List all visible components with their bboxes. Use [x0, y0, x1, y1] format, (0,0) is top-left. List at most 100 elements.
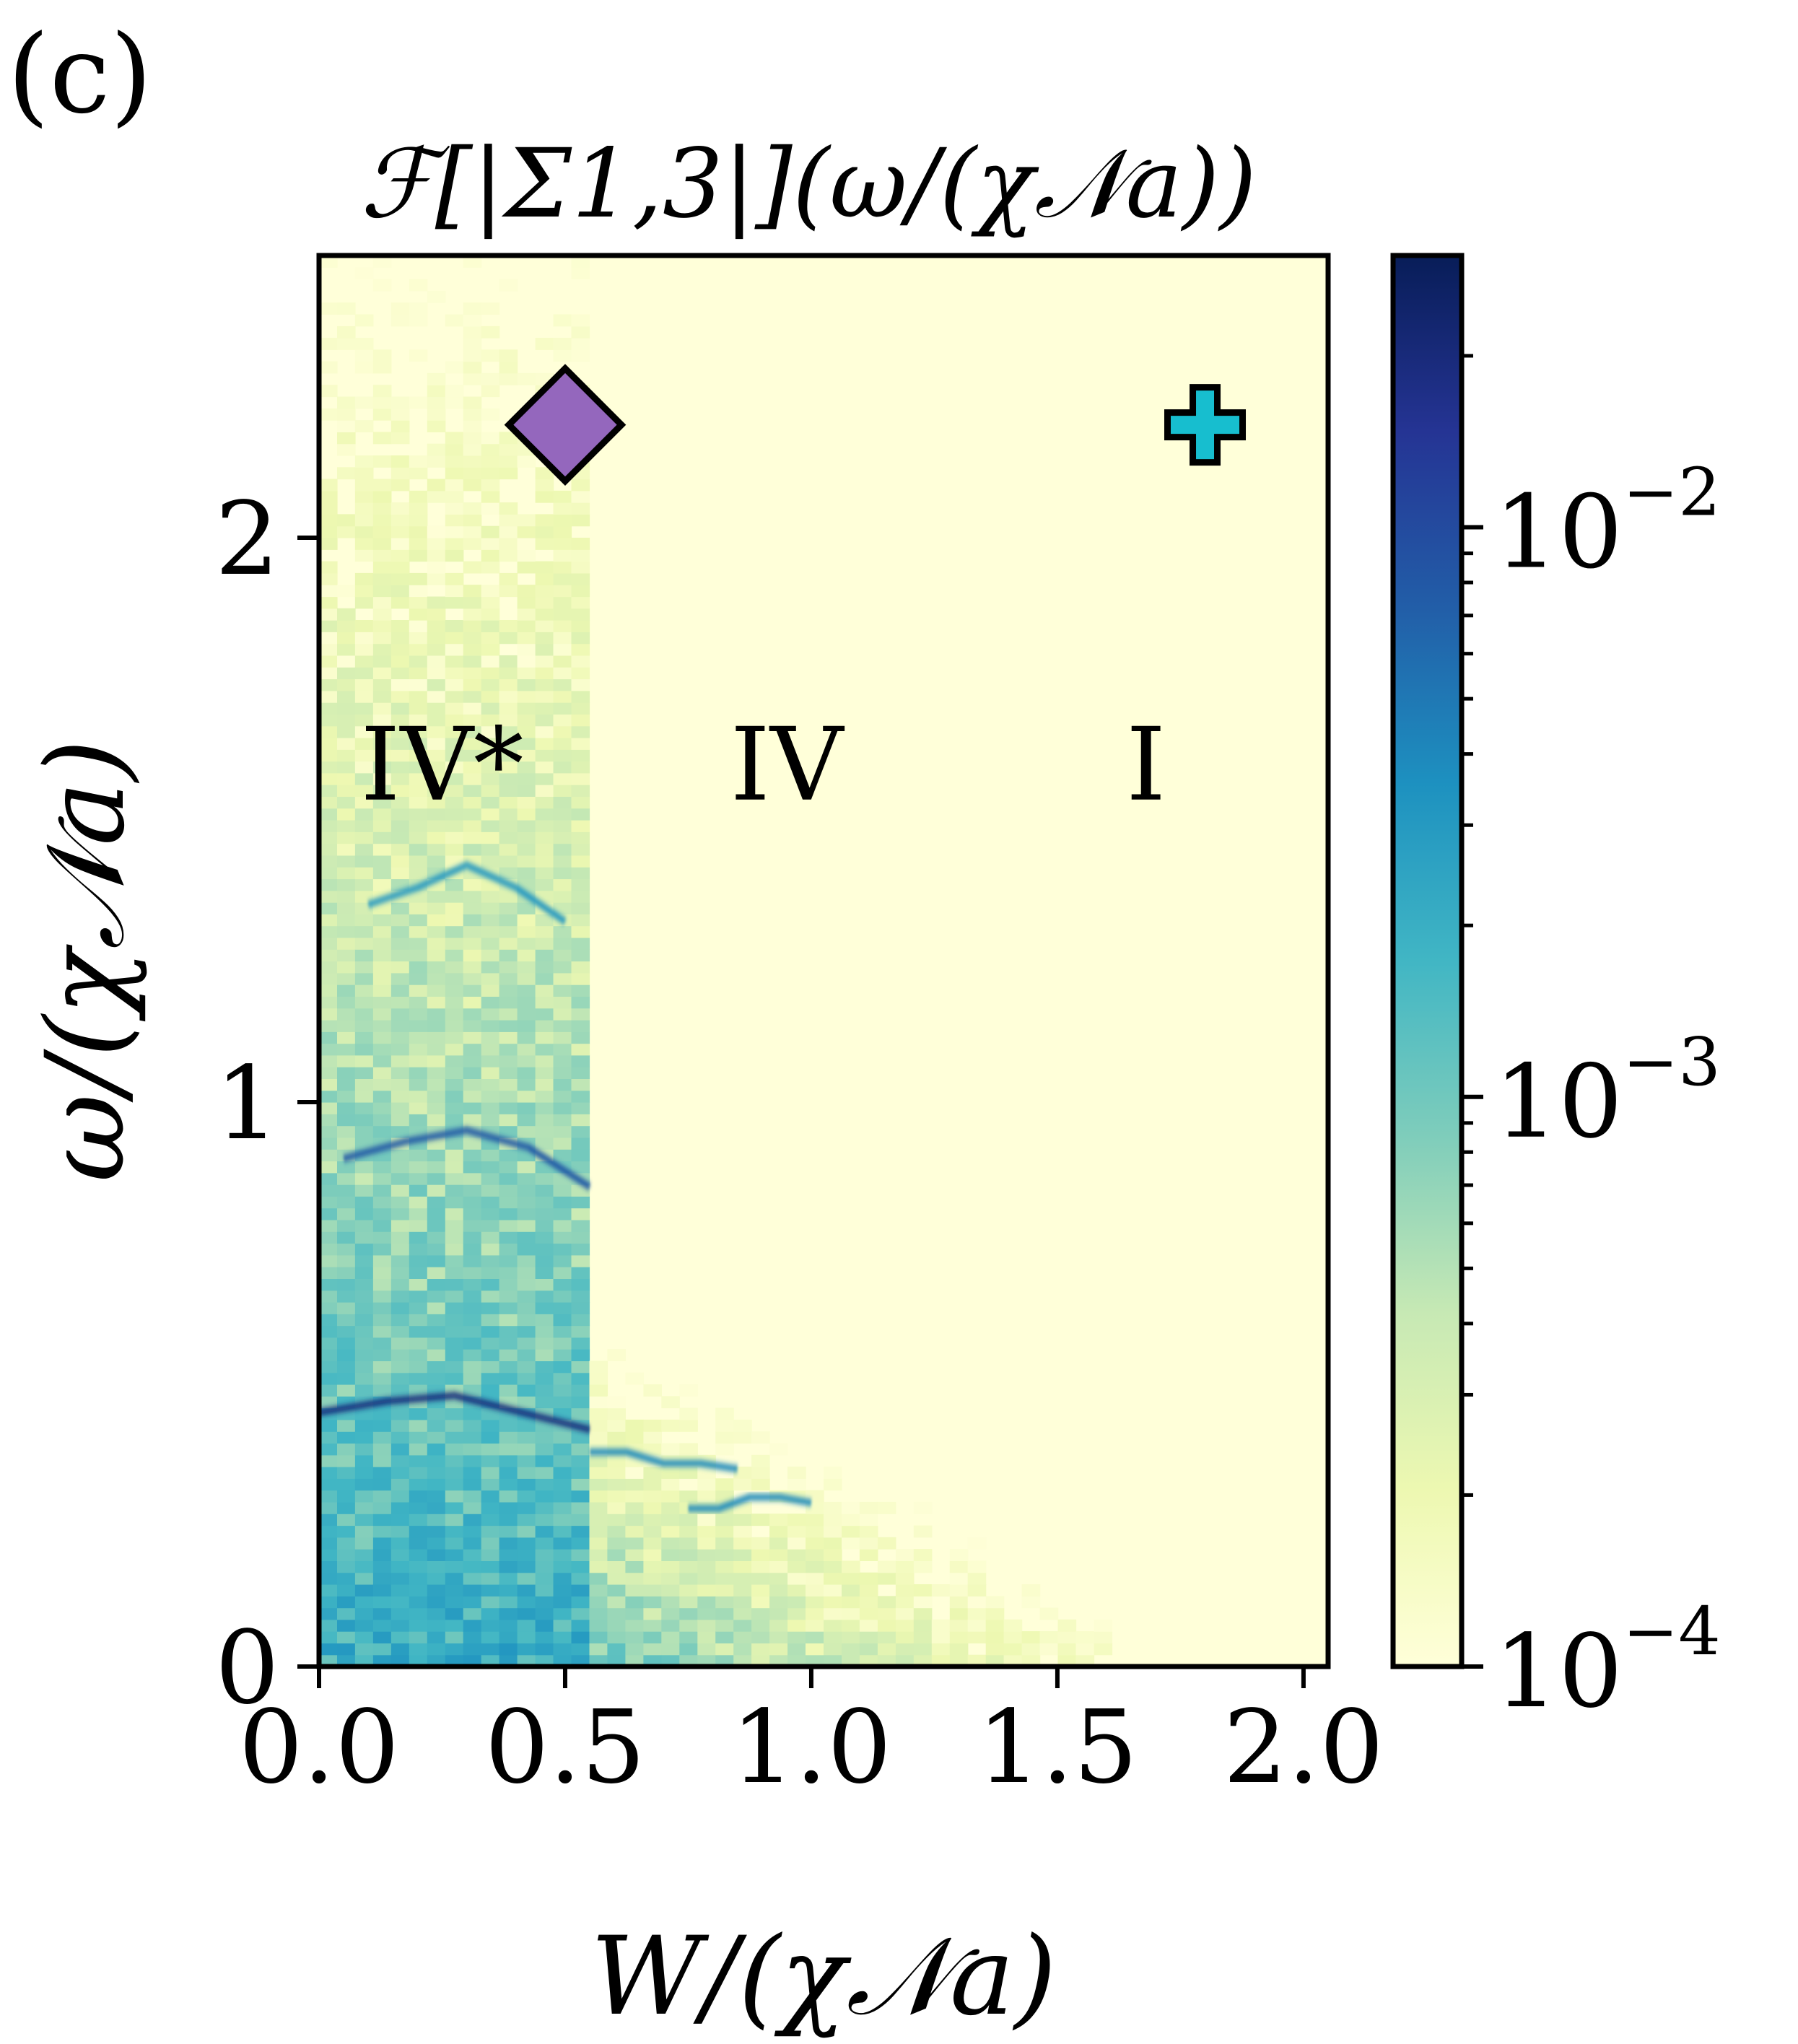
heatmap-cell	[409, 1067, 428, 1079]
heatmap-cell	[481, 1020, 500, 1032]
heatmap-cell	[985, 1619, 1005, 1632]
heatmap-cell	[913, 1549, 933, 1561]
heatmap-cell	[427, 890, 446, 903]
heatmap-cell	[499, 1631, 518, 1643]
chart-title: ℱ[|Σ1,3|](ω/(χ𝒩a))	[360, 128, 1257, 240]
heatmap-cell	[319, 667, 338, 680]
heatmap-cell	[409, 538, 428, 550]
heatmap-cell	[499, 1384, 518, 1397]
heatmap-cell	[733, 1467, 752, 1479]
heatmap-cell	[643, 1537, 662, 1550]
heatmap-cell	[409, 632, 428, 645]
heatmap-cell	[571, 855, 590, 868]
heatmap-cell	[427, 1596, 446, 1609]
heatmap-cell	[337, 1020, 356, 1032]
heatmap-cell	[319, 1607, 338, 1620]
heatmap-cell	[409, 1102, 428, 1114]
heatmap-cell	[571, 1361, 590, 1373]
heatmap-cell	[553, 1337, 572, 1350]
heatmap-cell	[463, 655, 482, 668]
heatmap-cell	[409, 1478, 428, 1491]
heatmap-cell	[409, 314, 428, 327]
heatmap-cell	[445, 1090, 464, 1103]
heatmap-cell	[319, 1254, 338, 1267]
heatmap-cell	[553, 1407, 572, 1420]
heatmap-cell	[571, 702, 590, 715]
heatmap-cell	[787, 1607, 806, 1620]
heatmap-cell	[390, 1314, 410, 1327]
heatmap-cell	[354, 1114, 374, 1127]
heatmap-cell	[372, 749, 392, 762]
heatmap-cell	[390, 1290, 410, 1303]
heatmap-cell	[553, 1067, 572, 1079]
heatmap-cell	[337, 1325, 356, 1338]
heatmap-cell	[372, 961, 392, 974]
heatmap-cell	[427, 1219, 446, 1232]
heatmap-cell	[463, 502, 482, 515]
heatmap-cell	[337, 420, 356, 432]
heatmap-cell	[571, 1149, 590, 1162]
heatmap-cell	[769, 1443, 788, 1456]
heatmap-cell	[769, 1631, 788, 1643]
heatmap-cell	[931, 1584, 951, 1597]
heatmap-cell	[787, 1643, 806, 1656]
heatmap-cell	[553, 1384, 572, 1397]
heatmap-cell	[337, 1172, 356, 1185]
heatmap-cell	[806, 1607, 824, 1620]
heatmap-cell	[481, 761, 500, 774]
heatmap-cell	[625, 1654, 644, 1667]
heatmap-cell	[463, 1361, 482, 1373]
heatmap-cell	[877, 1607, 896, 1620]
heatmap-cell	[733, 1654, 752, 1667]
heatmap-cell	[319, 1125, 338, 1138]
heatmap-cell	[499, 502, 518, 515]
heatmap-cell	[517, 1207, 536, 1220]
heatmap-cell	[337, 1137, 356, 1150]
heatmap-cell	[499, 1172, 518, 1185]
heatmap-cell	[571, 1549, 590, 1561]
heatmap-cell	[463, 1643, 482, 1656]
heatmap-cell	[354, 725, 374, 738]
heatmap-cell	[319, 972, 338, 985]
heatmap-cell	[337, 855, 356, 868]
heatmap-cell	[571, 1008, 590, 1021]
heatmap-cell	[337, 585, 356, 598]
heatmap-cell	[372, 408, 392, 421]
heatmap-cell	[354, 1372, 374, 1385]
heatmap-cell	[427, 1008, 446, 1021]
heatmap-cell	[427, 1631, 446, 1643]
heatmap-cell	[390, 1349, 410, 1361]
heatmap-cell	[372, 1454, 392, 1467]
heatmap-cell	[661, 1631, 680, 1643]
heatmap-cell	[607, 1419, 626, 1432]
heatmap-cell	[715, 1490, 734, 1503]
heatmap-cell	[354, 314, 374, 327]
heatmap-cell	[319, 1114, 338, 1127]
heatmap-cell	[499, 514, 518, 527]
heatmap-cell	[553, 1396, 572, 1409]
heatmap-cell	[372, 585, 392, 598]
heatmap-cell	[643, 1525, 662, 1538]
heatmap-cell	[445, 1596, 464, 1609]
heatmap-cell	[409, 1267, 428, 1279]
heatmap-cell	[337, 1243, 356, 1256]
heatmap-cell	[481, 702, 500, 715]
heatmap-cell	[409, 643, 428, 656]
heatmap-cell	[517, 902, 536, 914]
heatmap-cell	[751, 1537, 770, 1550]
heatmap-cell	[372, 996, 392, 1009]
heatmap-cell	[517, 996, 536, 1009]
heatmap-cell	[571, 890, 590, 903]
heatmap-cell	[769, 1572, 788, 1585]
heatmap-cell	[354, 1243, 374, 1256]
heatmap-cell	[517, 1607, 536, 1620]
heatmap-cell	[571, 1431, 590, 1444]
heatmap-cell	[354, 678, 374, 691]
heatmap-cell	[463, 1584, 482, 1597]
heatmap-cell	[319, 961, 338, 974]
heatmap-cell	[354, 349, 374, 362]
heatmap-cell	[390, 984, 410, 997]
heatmap-cell	[319, 1396, 338, 1409]
heatmap-cell	[535, 1314, 554, 1327]
heatmap-cell	[409, 725, 428, 738]
